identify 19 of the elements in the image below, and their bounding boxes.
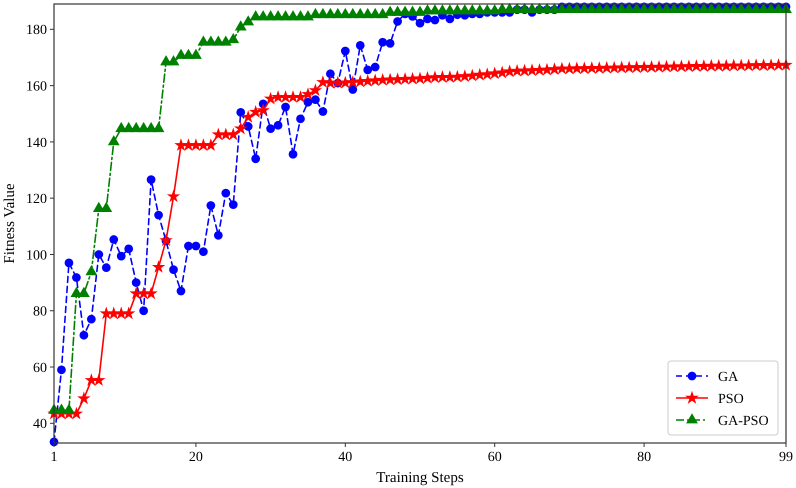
y-axis-title: Fitness Value [2, 183, 18, 264]
x-tick-label: 99 [779, 450, 793, 465]
x-tick-label: 20 [188, 450, 203, 465]
y-tick-label: 80 [33, 304, 47, 320]
legend-label: GA-PSO [718, 414, 769, 429]
y-tick-label: 160 [26, 80, 47, 95]
y-tick-label: 100 [26, 248, 47, 264]
x-axis-title: Training Steps [376, 470, 464, 486]
x-tick-label: 40 [338, 450, 352, 465]
x-tick-label: 80 [637, 450, 652, 465]
y-tick-label: 180 [26, 23, 47, 38]
y-tick-label: 60 [33, 360, 47, 376]
legend-label: PSO [718, 392, 744, 407]
y-tick-label: 40 [33, 417, 47, 432]
legend-label: GA [718, 370, 740, 385]
y-tick-label: 120 [26, 192, 47, 208]
x-tick-label: 60 [488, 450, 502, 465]
x-tick-label: 1 [50, 450, 58, 465]
y-tick-label: 140 [26, 136, 47, 151]
